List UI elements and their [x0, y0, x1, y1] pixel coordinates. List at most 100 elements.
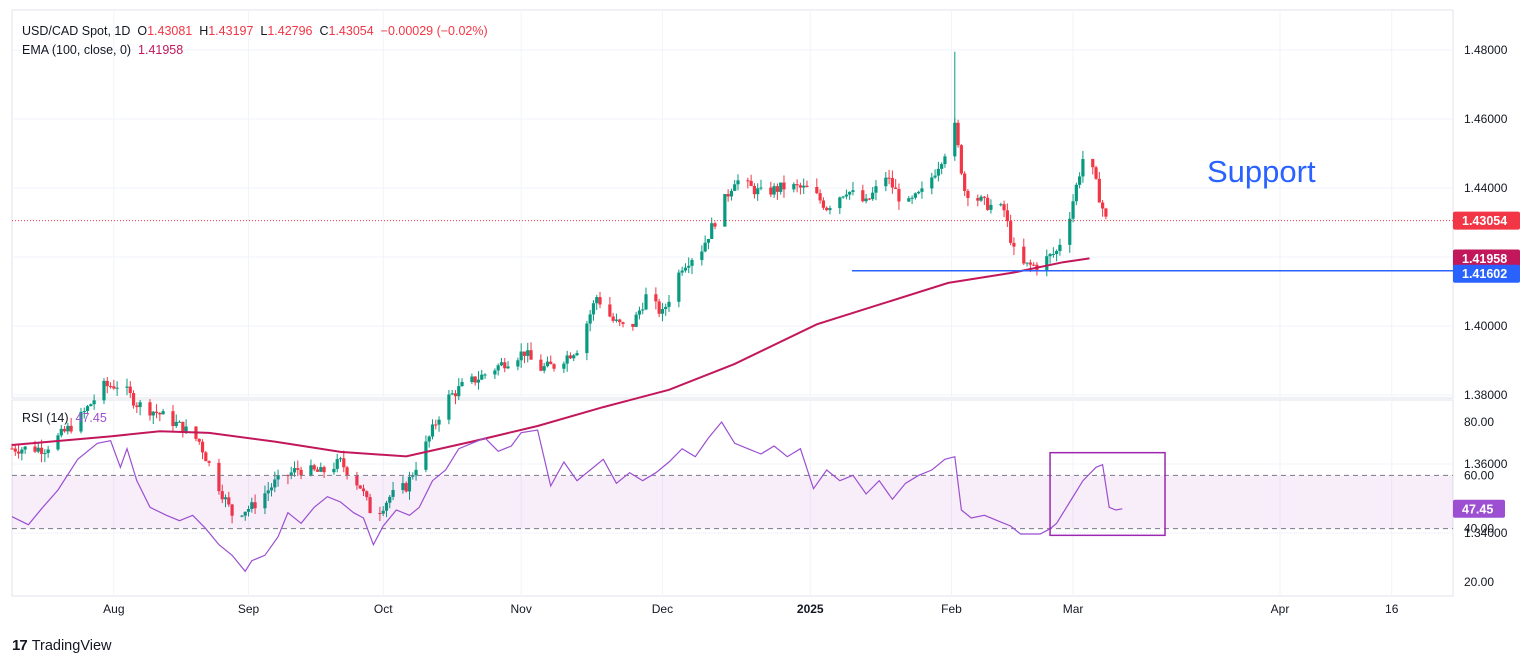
price-tag: [1453, 249, 1520, 268]
candle-body: [733, 184, 737, 191]
candle-body: [825, 207, 829, 211]
candle-body: [66, 425, 70, 432]
candle-body: [460, 381, 464, 387]
candle-body: [154, 411, 159, 414]
candle-body: [404, 483, 408, 492]
x-tick-label: Nov: [511, 602, 532, 616]
candle-body: [631, 323, 635, 327]
tradingview-logo[interactable]: 17 TradingView: [12, 637, 111, 654]
price-tick-label: 1.34000: [1464, 526, 1508, 540]
candle-body: [181, 421, 185, 433]
candle-body: [447, 394, 451, 420]
candle-body: [703, 242, 707, 252]
candle-body: [884, 177, 888, 187]
ema-line: [11, 257, 1090, 458]
x-tick-label: Sep: [238, 602, 260, 616]
price-tick-label: 1.46000: [1464, 112, 1508, 126]
candle-body: [299, 469, 303, 476]
candle-body: [802, 185, 806, 188]
candle-body: [572, 355, 576, 359]
candle-body: [1032, 264, 1036, 266]
candle-body: [177, 421, 182, 423]
candle-body: [1094, 167, 1098, 179]
candle-body: [345, 467, 349, 476]
candle-body: [92, 400, 96, 405]
price-tag-label: 1.43054: [1462, 214, 1507, 228]
x-tick-label: Dec: [652, 602, 673, 616]
candle-body: [230, 504, 234, 516]
candle-body: [976, 198, 980, 201]
candle-body: [296, 468, 300, 470]
candle-body: [772, 186, 776, 195]
candle-body: [838, 197, 842, 209]
candle-body: [407, 476, 412, 492]
candle-body: [473, 376, 477, 383]
x-tick-label: Feb: [941, 602, 962, 616]
candle-body: [276, 475, 280, 480]
candle-body: [476, 379, 481, 383]
candle-body: [637, 310, 642, 315]
candle-body: [608, 304, 612, 317]
candle-body: [43, 453, 47, 455]
x-tick-label: 16: [1385, 602, 1399, 616]
candle-body: [361, 488, 366, 492]
candle-body: [611, 316, 615, 321]
candle-body: [828, 208, 832, 211]
candle-body: [115, 387, 119, 389]
candle-body: [434, 424, 438, 426]
rsi-label: RSI (14): [22, 411, 69, 425]
candle-body: [16, 451, 21, 454]
candle-body: [1058, 244, 1062, 252]
candle-body: [1074, 184, 1078, 202]
candle-body: [39, 447, 44, 454]
price-tick-label: 1.40000: [1464, 319, 1508, 333]
x-tick-label: Oct: [374, 602, 393, 616]
tradingview-logo-text: TradingView: [31, 637, 112, 654]
candle-body: [197, 438, 201, 442]
candle-body: [243, 511, 247, 516]
candle-body: [634, 314, 638, 327]
candle-body: [1048, 254, 1052, 257]
low-value: 1.42796: [267, 24, 313, 38]
candle-body: [959, 145, 963, 174]
rsi-tick-label: 80.00: [1464, 415, 1494, 429]
candle-body: [568, 355, 573, 359]
candle-body: [1071, 201, 1075, 219]
candle-body: [483, 374, 487, 376]
rsi-panel[interactable]: 47.45: [11, 420, 1505, 573]
candle-body: [660, 309, 665, 314]
price-panel[interactable]: [10, 51, 1453, 524]
candle-body: [1055, 251, 1059, 255]
candle-body: [920, 188, 924, 192]
candle-body: [338, 458, 343, 460]
candle-body: [135, 405, 139, 408]
candle-body: [381, 510, 385, 514]
candle-body: [1101, 202, 1105, 209]
candle-body: [526, 350, 530, 356]
candle-body: [368, 497, 372, 514]
candle-body: [220, 491, 224, 500]
candle-body: [585, 323, 589, 354]
open-value: 1.43081: [147, 24, 193, 38]
candle-body: [174, 421, 178, 427]
candle-body: [499, 362, 504, 366]
candle-body: [79, 411, 83, 432]
price-tick-label: 1.38000: [1464, 388, 1508, 402]
candle-body: [841, 196, 845, 198]
candle-body: [56, 435, 60, 450]
candle-body: [36, 447, 40, 452]
candle-body: [936, 168, 940, 176]
candle-body: [289, 472, 293, 476]
x-tick-label: 2025: [797, 602, 824, 616]
rsi-value-tag: [1453, 499, 1505, 518]
candle-body: [552, 364, 556, 369]
candle-body: [680, 270, 684, 273]
x-tick-label: Aug: [103, 602, 124, 616]
candle-body: [217, 462, 221, 492]
candle-body: [565, 355, 569, 364]
high-value: 1.43197: [208, 24, 254, 38]
candle-body: [10, 448, 14, 450]
candle-body: [108, 386, 113, 388]
rsi-tick-label: 20.00: [1464, 575, 1494, 589]
